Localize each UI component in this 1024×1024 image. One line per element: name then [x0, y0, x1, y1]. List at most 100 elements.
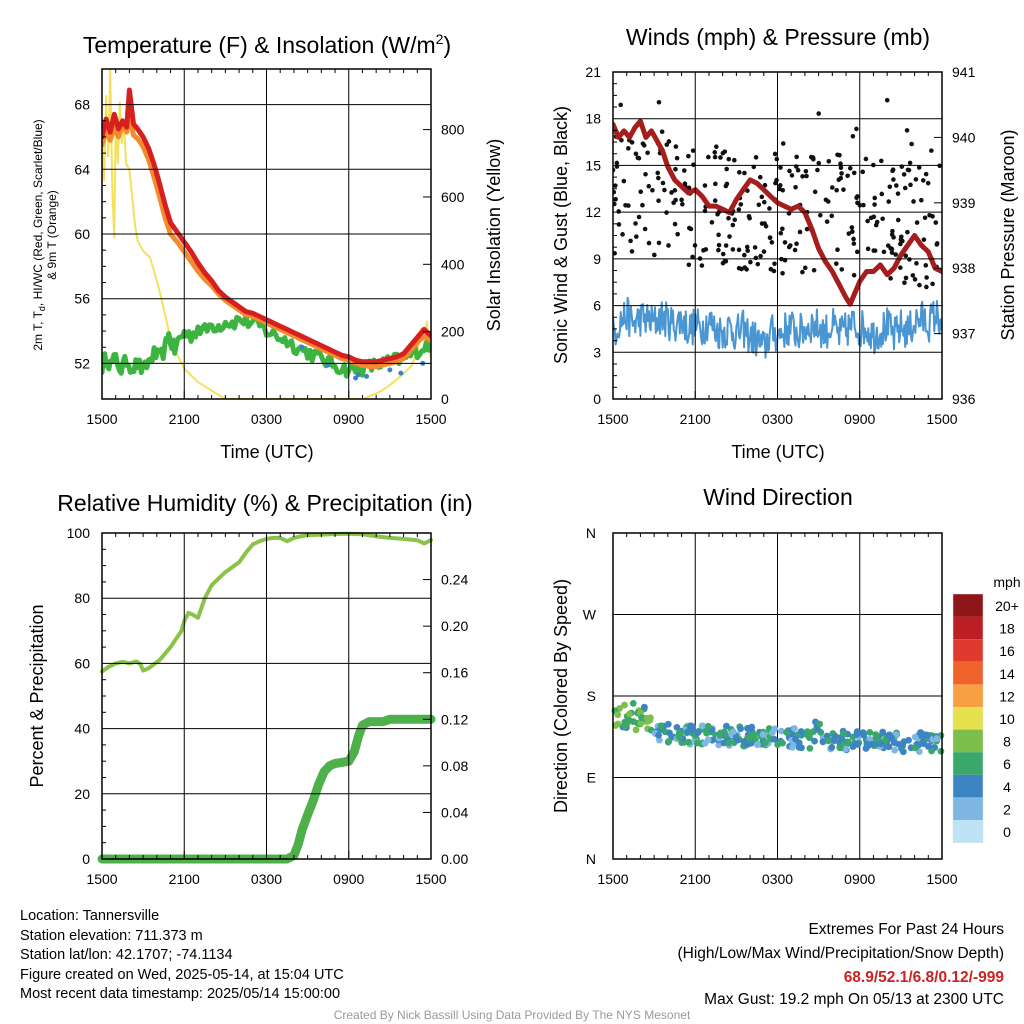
gust-point	[794, 154, 799, 160]
humidity-ylabel-left: Percent & Precipitation	[27, 604, 47, 787]
gust-point	[772, 261, 777, 267]
gust-point	[824, 219, 830, 224]
direction-point	[698, 722, 706, 730]
gust-point	[722, 149, 728, 154]
gust-point	[780, 141, 786, 146]
legend-label: 18	[999, 621, 1015, 637]
gust-point	[686, 262, 692, 268]
direction-ytick-label: N	[586, 851, 596, 867]
gust-point	[777, 183, 783, 188]
direction-point	[685, 738, 693, 746]
humidity-xtick-label: 0900	[333, 871, 364, 887]
temperature-xtick-label: 1500	[86, 411, 117, 427]
station-info: Location: Tannersville Station elevation…	[20, 907, 344, 1005]
direction-point	[919, 740, 927, 747]
direction-title: Wind Direction	[703, 484, 853, 510]
gust-point	[736, 207, 742, 212]
gust-point	[898, 241, 903, 247]
gust-point	[712, 150, 718, 155]
gust-point	[916, 165, 922, 170]
direction-point	[664, 720, 672, 728]
gust-point	[889, 250, 895, 255]
direction-point	[759, 731, 767, 739]
gust-point	[688, 226, 694, 232]
gust-point	[839, 267, 845, 272]
gust-point	[675, 231, 680, 237]
gust-point	[865, 246, 871, 252]
temperature-title-main: Temperature (F) & Insolation (W/m	[83, 32, 436, 58]
gust-point	[716, 232, 721, 238]
direction-xtick-label: 0300	[762, 871, 793, 887]
gust-point	[726, 215, 731, 221]
gust-point	[903, 253, 909, 259]
gust-point	[834, 187, 839, 193]
direction-point	[819, 738, 827, 746]
gust-point	[902, 185, 908, 191]
direction-point	[877, 740, 885, 748]
direction-ytick-label: W	[583, 607, 597, 623]
direction-point	[807, 729, 815, 737]
direction-point	[632, 726, 640, 734]
direction-point	[828, 743, 836, 751]
legend-label: 4	[1003, 779, 1011, 795]
gust-point	[907, 257, 912, 262]
direction-point	[770, 735, 778, 743]
humidity-ytick-left-label: 60	[74, 655, 90, 671]
direction-point	[783, 728, 790, 736]
gust-point	[816, 111, 822, 116]
gust-point	[744, 244, 750, 250]
gust-point	[620, 232, 625, 237]
humidity-ytick-right-label: 0.24	[441, 572, 468, 588]
gust-point	[780, 187, 786, 193]
gust-point	[767, 235, 773, 241]
winds-frame	[612, 71, 943, 400]
gust-point	[803, 168, 809, 174]
gust-point	[891, 177, 896, 182]
direction-point	[923, 731, 931, 739]
gust-point	[933, 220, 939, 225]
gust-point	[924, 284, 929, 290]
gust-point	[838, 161, 843, 166]
direction-point	[640, 703, 648, 711]
direction-point	[888, 734, 896, 742]
gust-point	[849, 225, 855, 230]
gust-point	[769, 240, 775, 245]
gust-point	[727, 234, 732, 239]
gust-point	[851, 236, 856, 242]
direction-point	[795, 739, 803, 747]
humidity-ytick-left-label: 0	[82, 851, 90, 867]
winds-ytick-left-label: 0	[593, 391, 601, 407]
temperature-ytick-left-label: 56	[74, 291, 90, 307]
direction-point	[694, 729, 702, 737]
temperature-ytick-right-label: 800	[441, 122, 465, 138]
gust-point	[686, 185, 692, 191]
humidity-xtick-label: 1500	[86, 871, 117, 887]
temperature-ytick-left-label: 68	[74, 97, 90, 113]
gust-point	[895, 191, 901, 196]
gust-point	[851, 241, 857, 246]
gust-point	[914, 220, 920, 225]
direction-point	[746, 735, 754, 743]
gust-point	[753, 255, 759, 261]
gust-point	[701, 248, 706, 253]
extremes-box: Extremes For Past 24 Hours (High/Low/Max…	[678, 918, 1005, 1010]
gust-point	[736, 247, 742, 253]
wind-chill-point	[398, 370, 404, 376]
gust-point	[913, 177, 919, 182]
direction-point	[715, 741, 723, 749]
temperature-frame	[101, 68, 432, 400]
winds-ytick-right-label: 941	[952, 64, 976, 80]
gust-point	[737, 170, 742, 175]
recent-timestamp: Most recent data timestamp: 2025/05/14 1…	[20, 986, 341, 1002]
gust-point	[907, 160, 913, 166]
gust-point	[919, 197, 924, 203]
direction-point	[866, 728, 874, 736]
gust-point	[724, 166, 729, 172]
direction-point	[791, 725, 798, 732]
gust-point	[880, 216, 885, 222]
humidity-title: Relative Humidity (%) & Precipitation (i…	[57, 490, 472, 516]
wind-chill-point	[364, 373, 370, 379]
gust-point	[641, 143, 647, 148]
gust-point	[905, 167, 911, 173]
